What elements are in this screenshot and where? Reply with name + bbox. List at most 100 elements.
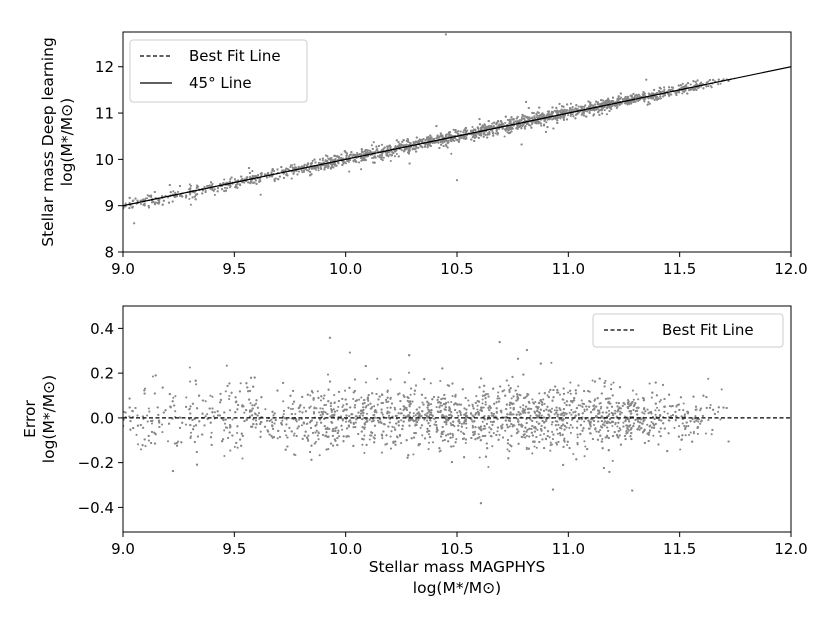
bottom-scatter-point bbox=[136, 443, 140, 446]
bottom-scatter-point bbox=[576, 433, 579, 436]
top-scatter-point bbox=[659, 97, 662, 100]
top-scatter-point bbox=[569, 102, 572, 105]
top-scatter-point bbox=[146, 194, 149, 197]
bottom-scatter-point bbox=[471, 420, 474, 423]
top-scatter-point bbox=[719, 82, 722, 85]
top-y-label-line1: Stellar mass Deep learning bbox=[39, 37, 57, 247]
top-scatter-point bbox=[424, 139, 427, 142]
bottom-scatter-point bbox=[427, 441, 431, 444]
bottom-scatter-point bbox=[601, 437, 604, 441]
top-scatter-point bbox=[530, 117, 533, 120]
top-scatter-point bbox=[650, 92, 654, 95]
bottom-scatter-point bbox=[666, 412, 669, 415]
bottom-scatter-point bbox=[429, 403, 433, 406]
bottom-scatter-point bbox=[719, 418, 722, 421]
bottom-scatter-point bbox=[492, 432, 495, 435]
bottom-scatter-point bbox=[607, 409, 611, 412]
bottom-scatter-point bbox=[608, 397, 611, 400]
bottom-scatter-point bbox=[563, 401, 566, 404]
top-scatter-point bbox=[211, 187, 214, 190]
top-scatter-point bbox=[204, 190, 207, 194]
top-scatter-point bbox=[371, 147, 374, 150]
bottom-scatter-point bbox=[413, 393, 416, 396]
top-scatter-point bbox=[433, 137, 436, 140]
top-scatter-point bbox=[593, 108, 596, 111]
top-scatter-point bbox=[546, 110, 550, 113]
bottom-scatter-point bbox=[550, 361, 553, 364]
bottom-scatter-point bbox=[400, 442, 403, 445]
top-scatter-point bbox=[649, 96, 652, 99]
bottom-scatter-point bbox=[529, 414, 532, 417]
top-scatter-point bbox=[516, 120, 519, 123]
top-scatter-point bbox=[480, 134, 483, 137]
top-scatter-point bbox=[193, 191, 196, 194]
bottom-scatter-point bbox=[643, 412, 646, 415]
top-scatter-point bbox=[483, 123, 486, 126]
top-scatter-point bbox=[617, 97, 620, 100]
top-scatter-point bbox=[586, 110, 589, 113]
bottom-scatter-point bbox=[318, 454, 321, 457]
top-scatter-point bbox=[662, 95, 665, 98]
bottom-scatter-point bbox=[316, 390, 319, 393]
top-scatter-point bbox=[444, 134, 448, 137]
top-scatter-point bbox=[680, 86, 683, 89]
top-scatter-point bbox=[420, 138, 423, 141]
bottom-scatter-point bbox=[534, 400, 537, 404]
top-scatter-point bbox=[371, 156, 374, 160]
top-scatter-point bbox=[514, 120, 517, 123]
top-scatter-point bbox=[223, 178, 226, 181]
bottom-scatter-point bbox=[543, 402, 546, 405]
bottom-scatter-points bbox=[123, 336, 730, 505]
top-scatter-point bbox=[324, 165, 327, 169]
top-45deg-line bbox=[123, 66, 791, 207]
top-scatter-point bbox=[572, 115, 575, 118]
top-scatter-point bbox=[632, 92, 635, 95]
top-scatter-point bbox=[352, 153, 355, 156]
bottom-scatter-point bbox=[635, 393, 638, 396]
top-scatter-point bbox=[188, 183, 191, 186]
bottom-scatter-point bbox=[344, 420, 348, 423]
top-scatter-point bbox=[607, 98, 610, 101]
top-scatter-point bbox=[209, 181, 213, 184]
bottom-scatter-point bbox=[604, 379, 607, 382]
top-scatter-point bbox=[318, 161, 321, 165]
top-scatter-point bbox=[574, 113, 578, 116]
top-scatter-point bbox=[454, 129, 457, 132]
top-scatter-point bbox=[442, 139, 446, 142]
top-scatter-point bbox=[131, 206, 134, 209]
bottom-scatter-point bbox=[365, 412, 369, 415]
top-scatter-point bbox=[412, 147, 415, 150]
bottom-scatter-point bbox=[223, 454, 226, 458]
bottom-scatter-point bbox=[147, 439, 150, 442]
bottom-scatter-point bbox=[539, 434, 542, 437]
top-scatter-point bbox=[372, 161, 375, 164]
top-scatter-point bbox=[693, 87, 696, 90]
top-x-tick-label: 9.5 bbox=[222, 260, 246, 278]
top-scatter-point bbox=[535, 121, 538, 124]
top-scatter-point bbox=[342, 162, 345, 165]
top-scatter-point bbox=[441, 140, 444, 143]
top-scatter-point bbox=[160, 195, 164, 198]
top-scatter-point bbox=[557, 116, 560, 119]
bottom-scatter-point bbox=[535, 446, 538, 449]
top-scatter-point bbox=[654, 95, 657, 98]
bottom-scatter-point bbox=[551, 430, 554, 433]
bottom-scatter-point bbox=[414, 414, 417, 417]
top-scatter-point bbox=[458, 137, 461, 140]
top-scatter-point bbox=[380, 143, 384, 146]
top-scatter-point bbox=[313, 158, 316, 161]
top-scatter-point bbox=[175, 195, 178, 198]
bottom-scatter-point bbox=[282, 412, 285, 416]
top-scatter-point bbox=[446, 146, 449, 149]
top-scatter-point bbox=[522, 114, 525, 117]
top-scatter-point bbox=[536, 119, 539, 122]
bottom-scatter-point bbox=[583, 420, 586, 423]
bottom-scatter-point bbox=[644, 410, 647, 413]
top-scatter-point bbox=[603, 101, 606, 104]
top-scatter-point bbox=[655, 92, 658, 95]
top-scatter-point bbox=[418, 139, 421, 142]
bottom-scatter-point bbox=[548, 436, 551, 439]
bottom-scatter-point bbox=[516, 395, 519, 398]
top-scatter-point bbox=[668, 86, 671, 89]
top-scatter-point bbox=[551, 106, 554, 109]
